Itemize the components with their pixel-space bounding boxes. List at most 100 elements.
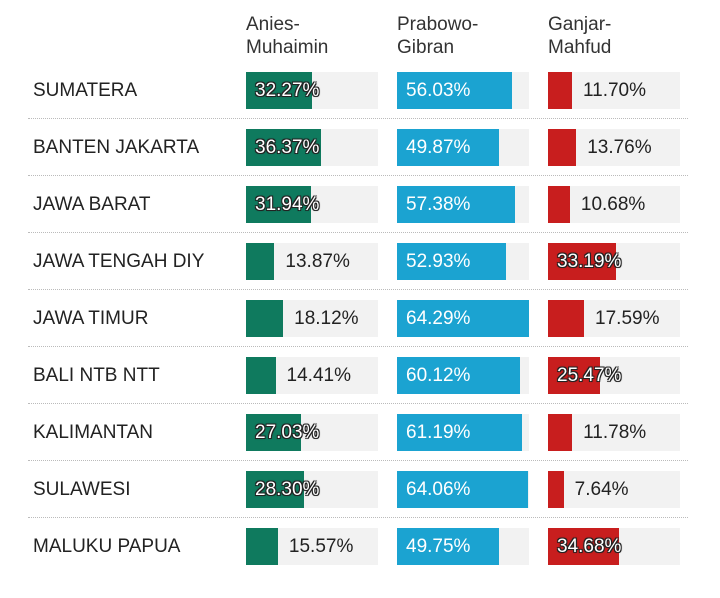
bar	[397, 357, 521, 394]
region-label: JAWA TIMUR	[33, 308, 149, 329]
bar	[548, 414, 573, 451]
bar	[548, 129, 577, 166]
bar	[246, 186, 312, 223]
bar	[246, 72, 313, 109]
bar-track: 49.87%	[397, 129, 529, 166]
column-header: Anies- Muhaimin	[246, 14, 329, 58]
value-label: 14.41%	[286, 365, 351, 386]
value-label: 64.29%	[406, 308, 471, 329]
value-label: 10.68%	[580, 194, 646, 215]
bar-track: 13.76%	[548, 129, 680, 166]
row-divider	[28, 232, 688, 233]
row-divider	[28, 289, 688, 290]
bar-track: 61.19%	[397, 414, 529, 451]
bar	[548, 528, 620, 565]
value-label: 11.70%	[582, 80, 647, 101]
bar-track: 34.68%	[548, 528, 680, 565]
value-label: 31.94%	[255, 194, 320, 215]
bar-track: 64.29%	[397, 300, 529, 337]
bar	[397, 129, 500, 166]
value-label: 27.03%	[255, 422, 320, 443]
value-label: 13.76%	[587, 137, 652, 158]
bar	[397, 186, 515, 223]
value-label: 56.03%	[406, 80, 471, 101]
bar-track: 11.78%	[548, 414, 680, 451]
value-label: 57.38%	[406, 194, 471, 215]
table-row: SULAWESI 28.30% 64.06% 7.64%	[0, 461, 720, 518]
value-label: 49.87%	[406, 137, 471, 158]
bar-track: 56.03%	[397, 72, 529, 109]
table-row: JAWA TIMUR 18.12% 64.29% 17.59%	[0, 290, 720, 347]
table-row: SUMATERA 32.27% 56.03% 11.70%	[0, 62, 720, 119]
bar	[246, 471, 304, 508]
row-divider	[28, 346, 688, 347]
value-label: 34.68%	[557, 536, 622, 557]
bar	[548, 471, 564, 508]
table-row: BANTEN JAKARTA 36.37% 49.87% 13.76%	[0, 119, 720, 176]
bar-track: 27.03%	[246, 414, 378, 451]
bar-track: 17.59%	[548, 300, 680, 337]
row-divider	[28, 118, 688, 119]
bar	[548, 243, 617, 280]
bar	[246, 300, 284, 337]
bar-track: 25.47%	[548, 357, 680, 394]
value-label: 15.57%	[288, 536, 354, 557]
bar	[548, 357, 601, 394]
bar-track: 10.68%	[548, 186, 680, 223]
region-label: JAWA TENGAH DIY	[33, 251, 205, 272]
bar-track: 60.12%	[397, 357, 529, 394]
bar-track: 14.41%	[246, 357, 378, 394]
value-label: 36.37%	[255, 137, 320, 158]
bar	[397, 300, 529, 337]
value-label: 11.78%	[583, 422, 647, 443]
table-row: MALUKU PAPUA 15.57% 49.75% 34.68%	[0, 518, 720, 575]
row-divider	[28, 403, 688, 404]
bar	[548, 186, 570, 223]
row-divider	[28, 175, 688, 176]
column-header: Prabowo- Gibran	[397, 14, 479, 58]
bar	[246, 528, 278, 565]
table-row: KALIMANTAN 27.03% 61.19% 11.78%	[0, 404, 720, 461]
value-label: 7.64%	[574, 479, 629, 500]
bar	[397, 243, 506, 280]
value-label: 49.75%	[406, 536, 471, 557]
bar-track: 64.06%	[397, 471, 529, 508]
bar	[548, 72, 572, 109]
value-label: 60.12%	[406, 365, 471, 386]
region-label: SUMATERA	[33, 80, 138, 101]
bar-track: 49.75%	[397, 528, 529, 565]
region-label: JAWA BARAT	[33, 194, 151, 215]
bar-track: 52.93%	[397, 243, 529, 280]
bar	[246, 414, 302, 451]
bar-track: 33.19%	[548, 243, 680, 280]
bar	[397, 72, 512, 109]
bar-track: 13.87%	[246, 243, 378, 280]
value-label: 52.93%	[406, 251, 471, 272]
row-divider	[28, 517, 688, 518]
region-label: MALUKU PAPUA	[33, 536, 181, 557]
row-divider	[28, 460, 688, 461]
region-label: SULAWESI	[33, 479, 131, 500]
value-label: 32.27%	[255, 80, 320, 101]
value-label: 64.06%	[406, 479, 471, 500]
bar	[548, 300, 585, 337]
bar-track: 28.30%	[246, 471, 378, 508]
value-label: 28.30%	[255, 479, 320, 500]
bar	[397, 414, 523, 451]
table-row: BALI NTB NTT 14.41% 60.12% 25.47%	[0, 347, 720, 404]
bar	[246, 243, 275, 280]
value-label: 33.19%	[557, 251, 622, 272]
bar-track: 11.70%	[548, 72, 680, 109]
table-row: JAWA BARAT 31.94% 57.38% 10.68%	[0, 176, 720, 233]
value-label: 61.19%	[406, 422, 471, 443]
bar-track: 32.27%	[246, 72, 378, 109]
value-label: 18.12%	[294, 308, 359, 329]
region-label: KALIMANTAN	[33, 422, 154, 443]
bar	[246, 357, 276, 394]
bar	[397, 528, 499, 565]
bar-track: 57.38%	[397, 186, 529, 223]
region-label: BANTEN JAKARTA	[33, 137, 200, 158]
value-label: 13.87%	[285, 251, 350, 272]
value-label: 25.47%	[557, 365, 622, 386]
